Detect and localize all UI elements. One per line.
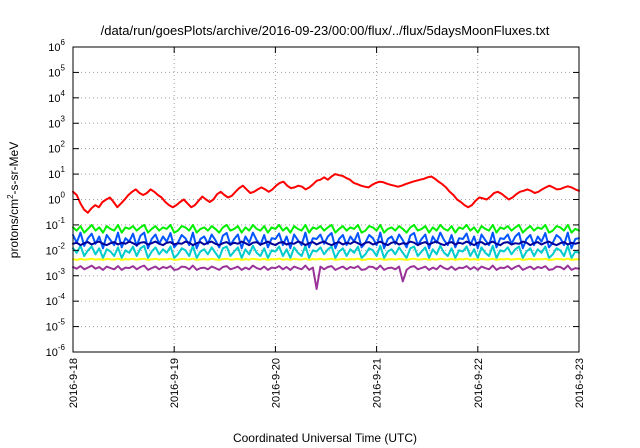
y-tick-label-exp: 6: [61, 38, 66, 47]
x-tick-labels: 2016-9-18 2016-9-19 2016-9-20 2016-9-21 2016…: [68, 358, 586, 408]
x-tick-label: 2016-9-23: [574, 358, 586, 408]
y-tick-label: 100: [48, 191, 65, 207]
y-tick-label: 10-5: [46, 318, 66, 334]
series-lines: [72, 173, 580, 290]
chart-title: /data/run/goesPlots/archive/2016-09-23/0…: [101, 23, 550, 38]
y-tick-label-exp: -2: [58, 241, 66, 250]
y-tick-label-base: 10: [48, 118, 60, 130]
series-line-5: [72, 240, 580, 247]
y-tick-label-exp: -4: [58, 292, 66, 301]
x-axis-label: Coordinated Universal Time (UTC): [233, 431, 417, 445]
series-line-6: [72, 257, 580, 261]
y-tick-label: 10-2: [46, 241, 66, 257]
y-axis-label-base: protons/cm: [7, 199, 21, 258]
y-tick-label-base: 10: [48, 42, 60, 54]
series-line-1: [72, 173, 580, 214]
y-tick-label: 10-4: [46, 292, 66, 308]
x-tick-label: 2016-9-20: [270, 358, 282, 408]
series-line-3: [72, 244, 580, 259]
y-tick-label-base: 10: [46, 271, 58, 283]
grid: [73, 47, 579, 352]
x-tick-label: 2016-9-19: [169, 358, 181, 408]
y-tick-label: 104: [48, 89, 65, 105]
y-tick-label-exp: 2: [61, 140, 66, 149]
y-tick-label-exp: -3: [58, 267, 66, 276]
y-tick-label-base: 10: [48, 195, 60, 207]
x-tick-label: 2016-9-18: [68, 358, 80, 408]
y-tick-label: 101: [48, 165, 65, 181]
y-tick-label-exp: -1: [58, 216, 66, 225]
series-line-7: [72, 264, 580, 290]
y-tick-label: 102: [48, 140, 65, 156]
y-tick-labels: 10-610-510-410-310-210-11001011021031041…: [46, 38, 66, 359]
y-tick-label-base: 10: [46, 245, 58, 257]
x-tick-label: 2016-9-22: [473, 358, 485, 408]
series-line-2: [72, 223, 580, 234]
y-tick-label: 106: [48, 38, 65, 54]
y-axis-label-rest: -s-sr-MeV: [7, 142, 21, 195]
y-tick-label-base: 10: [46, 220, 58, 232]
y-tick-label: 10-3: [46, 267, 66, 283]
y-tick-label-exp: 5: [61, 63, 66, 72]
y-tick-label-base: 10: [48, 93, 60, 105]
x-tick-label: 2016-9-21: [372, 358, 384, 408]
y-tick-label: 10-1: [46, 216, 66, 232]
y-tick-label-base: 10: [48, 144, 60, 156]
y-tick-label-base: 10: [46, 347, 58, 359]
y-tick-label-base: 10: [48, 169, 60, 181]
y-tick-label: 105: [48, 63, 65, 79]
y-tick-label-exp: 1: [61, 165, 66, 174]
y-axis-label-sup: 2: [6, 194, 15, 199]
y-tick-label-base: 10: [48, 67, 60, 79]
axis-ticks: [72, 46, 580, 353]
y-tick-label-exp: -6: [58, 343, 66, 352]
y-tick-label-exp: 4: [61, 89, 66, 98]
y-axis-label: protons/cm2-s-sr-MeV: [6, 142, 21, 258]
y-tick-label-exp: 0: [61, 191, 66, 200]
y-tick-label-exp: -5: [58, 318, 66, 327]
series-line-4: [72, 231, 580, 250]
y-tick-label-exp: 3: [61, 114, 66, 123]
y-tick-label: 10-6: [46, 343, 66, 359]
y-tick-label-base: 10: [46, 296, 58, 308]
y-tick-label-base: 10: [46, 322, 58, 334]
y-tick-label: 103: [48, 114, 65, 130]
